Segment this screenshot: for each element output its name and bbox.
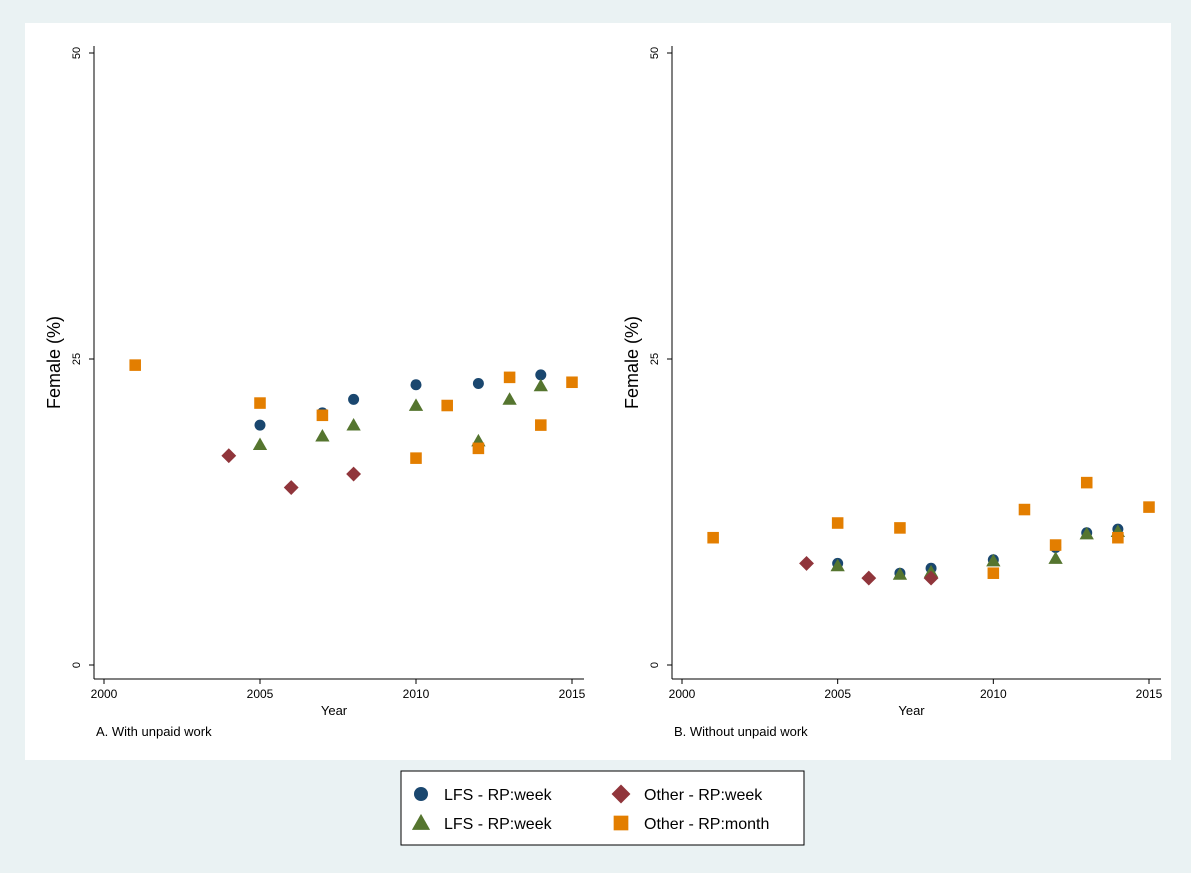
data-point-triangle <box>346 417 361 431</box>
data-point-square <box>894 522 906 534</box>
data-point-diamond <box>861 570 877 586</box>
data-point-diamond <box>221 448 237 464</box>
data-point-diamond <box>346 466 362 482</box>
x-tick-label: 2000 <box>669 687 696 701</box>
data-point-triangle <box>533 378 548 392</box>
chart-panel-1: 0 25 50 2000 2005 2010 2015 Year Female (%) A. Wi… <box>44 46 586 739</box>
x-tick-label: 2015 <box>559 687 586 701</box>
data-point-triangle <box>892 567 908 580</box>
data-point-triangle <box>252 437 268 451</box>
y-tick-label: 25 <box>71 353 83 365</box>
legend-box <box>400 770 805 846</box>
series-square <box>707 476 1155 579</box>
legend-label: Other - RP:month <box>644 816 769 833</box>
panel-caption: B. Without unpaid work <box>674 724 808 739</box>
x-tick-label: 2005 <box>247 687 274 701</box>
legend-label: LFS - RP:week <box>444 787 553 804</box>
series-square <box>129 359 578 464</box>
data-point-square <box>566 376 578 389</box>
data-point-diamond <box>799 555 814 571</box>
panel-caption: A. With unpaid work <box>96 724 212 739</box>
data-point-square <box>441 399 453 412</box>
data-point-square <box>987 567 1000 579</box>
data-point-triangle <box>830 558 845 572</box>
data-point-square <box>316 409 329 422</box>
legend-item: Other - RP:month <box>613 815 769 833</box>
y-tick-label: 50 <box>649 47 661 59</box>
data-point-square <box>472 442 485 455</box>
data-point-circle <box>535 369 547 381</box>
data-point-circle <box>410 379 422 391</box>
chart-panel-2: 0 25 50 2000 2005 2010 2015 Year Female (%) B. Wi… <box>622 46 1163 739</box>
data-point-square <box>254 397 266 409</box>
x-tick-label: 2015 <box>1136 687 1163 701</box>
x-tick-label: 2010 <box>403 687 430 701</box>
legend-marker-diamond <box>611 784 631 804</box>
legend-marker-triangle <box>411 813 431 830</box>
legend-item: Other - RP:week <box>611 784 763 804</box>
data-point-square <box>831 517 844 529</box>
data-point-square <box>1112 531 1124 544</box>
x-tick-label: 2000 <box>91 687 118 701</box>
y-axis-title: Female (%) <box>622 316 642 409</box>
data-point-triangle <box>502 392 517 405</box>
data-point-square <box>707 531 719 544</box>
legend-marker-square <box>613 815 629 831</box>
graph-region <box>25 23 1171 760</box>
data-point-square <box>535 419 547 431</box>
data-point-triangle <box>1079 526 1094 540</box>
x-tick-label: 2010 <box>980 687 1007 701</box>
data-point-square <box>1049 539 1062 551</box>
legend-label: Other - RP:week <box>644 787 763 804</box>
data-point-diamond <box>283 480 299 495</box>
series-diamond <box>799 555 939 586</box>
data-point-square <box>503 371 516 384</box>
data-point-triangle <box>1048 551 1063 564</box>
data-point-square <box>1143 501 1155 513</box>
x-tick-label: 2005 <box>824 687 851 701</box>
data-point-circle <box>254 419 266 431</box>
data-point-square <box>410 452 422 464</box>
data-point-triangle <box>408 398 424 411</box>
legend-item: LFS - RP:week <box>411 813 553 833</box>
x-axis-title: Year <box>898 703 925 718</box>
data-point-circle <box>472 377 484 389</box>
data-point-square <box>129 359 141 371</box>
data-point-diamond <box>923 570 939 586</box>
y-tick-label: 0 <box>71 662 83 668</box>
legend-label: LFS - RP:week <box>444 816 553 833</box>
data-point-triangle <box>986 553 1001 567</box>
y-tick-label: 50 <box>71 47 83 59</box>
y-axis-title: Female (%) <box>44 316 64 409</box>
y-tick-label: 0 <box>649 662 661 668</box>
x-axis-title: Year <box>321 703 348 718</box>
y-tick-label: 25 <box>649 353 661 365</box>
data-point-square <box>1018 503 1031 516</box>
data-point-circle <box>348 393 360 405</box>
series-diamond <box>221 448 362 495</box>
data-point-square <box>1080 476 1093 489</box>
legend-marker-circle <box>414 787 428 801</box>
data-point-triangle <box>315 428 330 442</box>
legend-item: LFS - RP:week <box>414 787 553 804</box>
